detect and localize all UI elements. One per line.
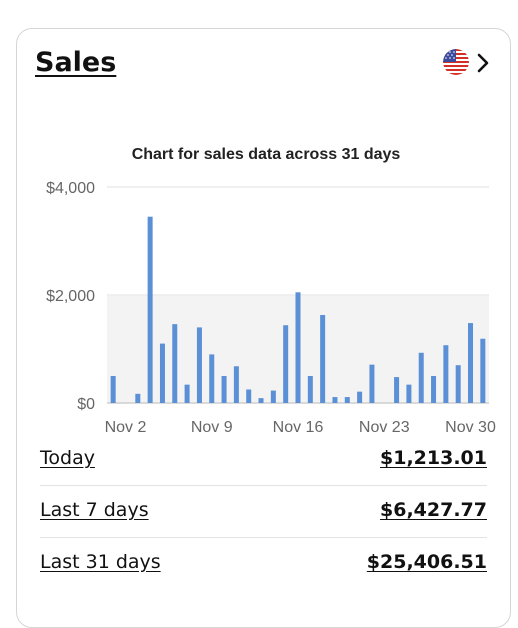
chart-bar — [221, 376, 227, 403]
x-tick-label: Nov 30 — [445, 419, 496, 436]
last-31-days-value[interactable]: $25,406.51 — [366, 551, 487, 573]
y-tick-label: $0 — [77, 396, 95, 413]
sales-card: Sales Chart for sales data across 31 day… — [16, 28, 511, 628]
summary-row-today: Today $1,213.01 — [40, 433, 487, 486]
last-7-days-link[interactable]: Last 7 days — [40, 499, 149, 521]
y-tick-label: $4,000 — [46, 180, 95, 197]
chart-bar — [172, 324, 178, 403]
chart-bar — [369, 364, 375, 403]
sales-chart: Chart for sales data across 31 days $4,0… — [46, 146, 496, 436]
today-link[interactable]: Today — [40, 447, 95, 469]
us-flag-icon[interactable] — [443, 49, 469, 75]
chevron-right-icon[interactable] — [473, 51, 493, 75]
chart-bar — [357, 391, 363, 403]
x-tick-label: Nov 16 — [273, 419, 324, 436]
y-tick-label: $2,000 — [46, 288, 95, 305]
x-tick-label: Nov 9 — [191, 419, 233, 436]
chart-bar — [196, 327, 202, 403]
x-tick-label: Nov 2 — [105, 419, 147, 436]
x-tick-label: Nov 23 — [359, 419, 410, 436]
last-7-days-value[interactable]: $6,427.77 — [380, 499, 487, 521]
chart-bar — [159, 343, 165, 403]
chart-bar — [394, 377, 400, 403]
chart-bar — [443, 345, 449, 403]
today-value[interactable]: $1,213.01 — [380, 447, 487, 469]
chart-bar — [209, 354, 215, 403]
chart-bar — [480, 338, 486, 403]
chart-title: Chart for sales data across 31 days — [132, 146, 401, 163]
summary-row-last-7-days: Last 7 days $6,427.77 — [40, 485, 487, 538]
chart-bar — [307, 376, 313, 403]
chart-bar — [258, 398, 264, 403]
chart-bar — [406, 384, 412, 403]
summary-row-last-31-days: Last 31 days $25,406.51 — [40, 537, 487, 589]
chart-bar — [295, 292, 301, 403]
chart-bar — [110, 376, 116, 403]
chart-bar — [332, 397, 338, 403]
sales-title-link[interactable]: Sales — [35, 47, 117, 78]
chart-bar — [431, 376, 437, 403]
chart-bar — [246, 389, 252, 403]
chart-bar — [147, 216, 153, 403]
chart-bar — [320, 314, 326, 403]
chart-bar — [418, 352, 424, 403]
chart-bar — [468, 323, 474, 403]
chart-bar — [283, 325, 289, 403]
chart-bar — [135, 393, 141, 403]
last-31-days-link[interactable]: Last 31 days — [40, 551, 161, 573]
chart-bar — [270, 390, 276, 403]
chart-bar — [344, 397, 350, 403]
chart-bar — [184, 384, 190, 403]
chart-bar — [233, 366, 239, 403]
chart-bar — [455, 365, 461, 403]
